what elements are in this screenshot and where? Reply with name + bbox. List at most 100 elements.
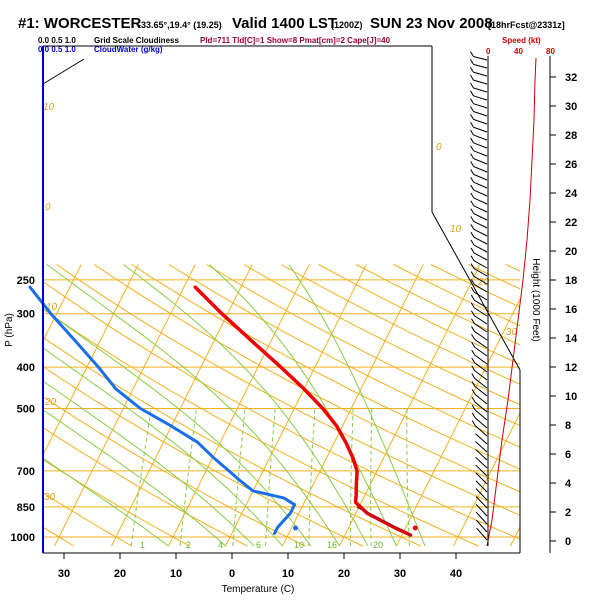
wind-barb-feather bbox=[470, 169, 475, 175]
dry-adiabat-line bbox=[93, 264, 520, 493]
wind-barb-feather bbox=[470, 51, 474, 57]
isotherm-line bbox=[43, 264, 139, 457]
wind-barb-feather bbox=[471, 349, 476, 356]
wind-barb bbox=[473, 173, 488, 181]
wind-barb-feather bbox=[470, 153, 475, 159]
surface-temp-marker bbox=[412, 525, 418, 531]
wind-barb bbox=[474, 425, 488, 437]
wind-barb-feather bbox=[470, 208, 475, 214]
wind-barb bbox=[473, 197, 488, 205]
wind-barb bbox=[475, 472, 488, 485]
y-axis: 250 300 400 500 700 850 1000 bbox=[11, 275, 35, 544]
cloud-legend-1-label: Grid Scale Cloudiness bbox=[94, 36, 179, 45]
wind-barb-feather bbox=[470, 216, 475, 222]
dry-adiabat-line bbox=[43, 492, 133, 547]
isotherm-line bbox=[225, 264, 367, 547]
mixing-ratio-line bbox=[232, 408, 246, 547]
wind-barb bbox=[473, 260, 488, 269]
wind-barb-feather bbox=[470, 200, 475, 207]
wind-barb bbox=[473, 134, 488, 141]
series-layer bbox=[28, 285, 418, 537]
utc-time: (1200Z) bbox=[331, 20, 363, 30]
dry-adiabat-line bbox=[43, 280, 520, 540]
height-tick-label: 4 bbox=[565, 478, 572, 490]
wind-barb bbox=[474, 315, 488, 325]
x-tick-label: 40 bbox=[450, 568, 462, 580]
wind-barb-feather bbox=[471, 404, 476, 411]
wind-barb-feather bbox=[470, 106, 474, 112]
wind-barb-feather bbox=[470, 247, 475, 254]
mixing-ratio-line bbox=[370, 408, 373, 547]
site-title: #1: WORCESTER bbox=[18, 15, 142, 32]
date-label: SUN 23 Nov 2008 bbox=[370, 15, 493, 32]
wind-barb-feather bbox=[470, 114, 474, 120]
y-tick-label: 1000 bbox=[11, 532, 35, 544]
mixing-ratio-line bbox=[179, 408, 197, 547]
wind-barb bbox=[473, 244, 488, 253]
params-line: Pld=711 Tld[C]=1 Show=8 Pmat[cm]=2 Cape[… bbox=[200, 36, 391, 45]
y-tick-label: 500 bbox=[17, 403, 35, 415]
grid-layer: 01020301001020301246101620 bbox=[0, 102, 600, 550]
valid-time: Valid 1400 LST bbox=[232, 15, 337, 32]
height-tick-label: 30 bbox=[565, 101, 577, 113]
wind-barb bbox=[473, 118, 488, 125]
wind-barb-feather bbox=[470, 121, 474, 128]
wind-barb bbox=[473, 291, 488, 301]
speed-title: Speed (kt) bbox=[502, 36, 541, 45]
x-axis-title: Temperature (C) bbox=[222, 584, 295, 595]
wind-barb bbox=[473, 283, 488, 293]
wind-barb bbox=[474, 307, 488, 317]
dry-adiabat-label: 20 bbox=[44, 397, 57, 408]
wind-barb bbox=[473, 181, 488, 189]
x-tick-label: 10 bbox=[282, 568, 294, 580]
mixing-ratio-line bbox=[406, 408, 410, 547]
wind-speed-profile bbox=[486, 57, 537, 547]
wind-barb-feather bbox=[470, 145, 475, 152]
wind-barb-feather bbox=[470, 318, 475, 324]
dry-adiabat-line bbox=[581, 265, 600, 547]
wind-barb bbox=[473, 268, 488, 277]
speed-tick-40: 40 bbox=[514, 47, 523, 56]
wind-barb bbox=[473, 71, 488, 77]
height-tick-label: 22 bbox=[565, 217, 577, 229]
dry-adiabat-line bbox=[0, 265, 16, 547]
wind-barb-feather bbox=[470, 129, 474, 136]
wind-barb-feather bbox=[471, 389, 476, 395]
wind-barb bbox=[476, 527, 488, 541]
wind-barb bbox=[473, 166, 488, 173]
wind-barb bbox=[474, 386, 488, 397]
x-axis: 30 20 10 0 10 20 30 40 bbox=[58, 553, 462, 580]
wind-barb bbox=[473, 87, 488, 93]
wind-barb bbox=[474, 417, 488, 429]
dry-adiabat-line bbox=[243, 264, 520, 406]
wind-barb bbox=[473, 252, 488, 261]
wind-barb bbox=[474, 401, 488, 413]
wind-barb bbox=[473, 150, 488, 157]
wind-barb-feather bbox=[471, 412, 476, 419]
wind-barb bbox=[473, 236, 488, 245]
wind-barb-feather bbox=[470, 286, 475, 293]
wind-barb bbox=[475, 519, 488, 533]
speed-tick-80: 80 bbox=[546, 47, 555, 56]
wind-barb bbox=[473, 221, 488, 229]
dry-adiabat-line bbox=[43, 395, 306, 547]
dry-adiabat-line bbox=[56, 264, 520, 516]
wind-barb-feather bbox=[471, 365, 476, 371]
height-tick-label: 8 bbox=[565, 420, 571, 432]
mixing-ratio-label: 10 bbox=[294, 540, 304, 550]
wind-barb bbox=[475, 448, 488, 461]
wind-barb-feather bbox=[470, 90, 474, 97]
x-tick-label: 20 bbox=[338, 568, 350, 580]
y-tick-label: 250 bbox=[17, 275, 35, 287]
isotherm-line bbox=[510, 525, 520, 547]
wind-barb-feather bbox=[470, 137, 474, 144]
wind-barb bbox=[473, 126, 488, 133]
height-tick-label: 10 bbox=[565, 391, 577, 403]
wind-barb-feather bbox=[470, 176, 475, 183]
isotherm-line bbox=[282, 264, 424, 547]
wind-barb-feather bbox=[470, 310, 475, 316]
isotherm-line bbox=[396, 297, 520, 547]
y-tick-label: 850 bbox=[17, 502, 35, 514]
